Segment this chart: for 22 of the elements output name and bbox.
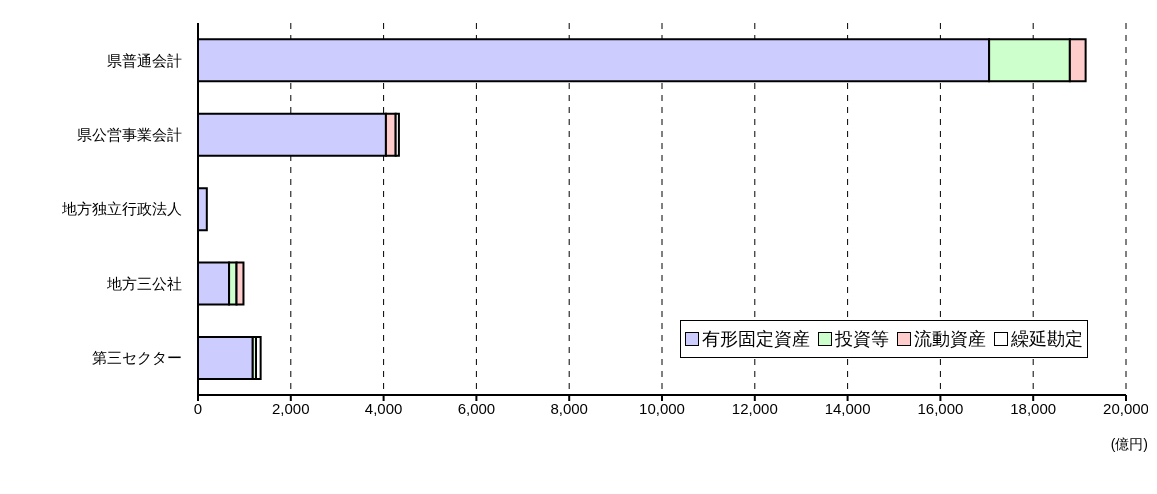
x-tick-label: 2,000 xyxy=(272,399,310,417)
legend-label: 投資等 xyxy=(834,328,889,351)
x-tick-label: 6,000 xyxy=(457,399,496,417)
x-tick-label: 20,000 xyxy=(1103,399,1149,417)
x-tick-label: 0 xyxy=(193,399,203,417)
y-tick-label: 県公営事業会計 xyxy=(77,125,182,143)
x-axis-title: (億円) xyxy=(1110,436,1148,454)
legend-label: 繰延勘定 xyxy=(1010,328,1083,351)
y-tick-label: 地方三公社 xyxy=(106,274,182,292)
legend-label: 有形固定資産 xyxy=(701,328,810,351)
x-tick-label: 16,000 xyxy=(917,399,964,417)
x-tick-label: 10,000 xyxy=(639,399,685,417)
x-tick-label: 4,000 xyxy=(364,399,403,417)
x-tick-label: 18,000 xyxy=(1010,399,1057,417)
legend-label: 流動資産 xyxy=(913,328,986,351)
x-tick-label: 14,000 xyxy=(824,399,871,417)
x-tick-label: 12,000 xyxy=(731,399,778,417)
bar xyxy=(255,335,262,380)
x-tick-label: 8,000 xyxy=(550,399,588,417)
y-tick-label: 地方独立行政法人 xyxy=(61,200,182,218)
y-tick-label: 県普通会計 xyxy=(107,51,182,69)
y-tick-label: 第三セクター xyxy=(92,349,182,367)
